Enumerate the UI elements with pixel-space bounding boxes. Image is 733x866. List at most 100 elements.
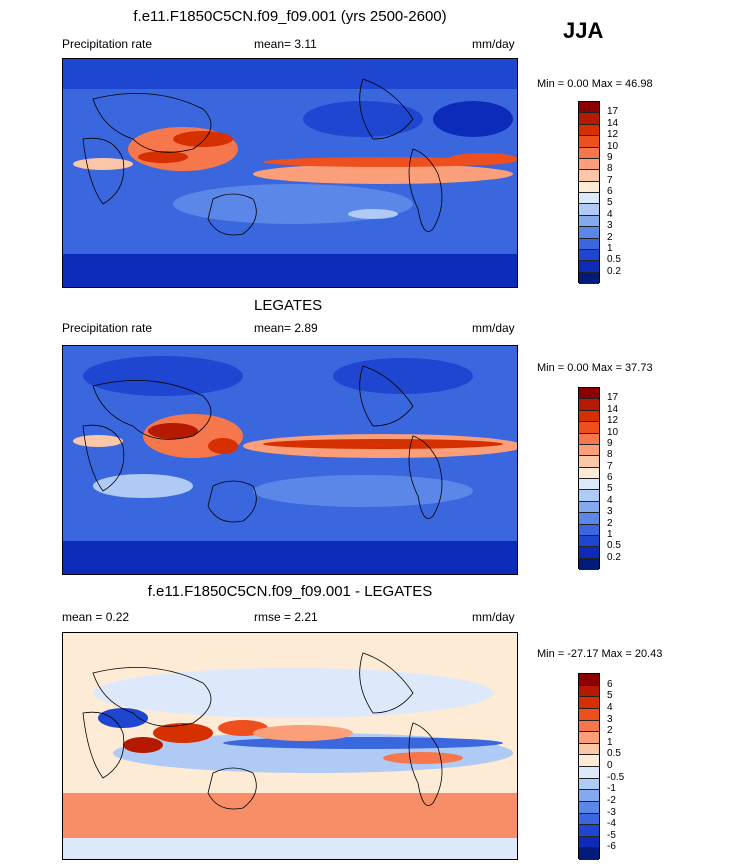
colorbar-segment xyxy=(579,825,599,837)
colorbar-segment xyxy=(579,790,599,802)
panel3-title: f.e11.F1850C5CN.f09_f09.001 - LEGATES xyxy=(147,583,433,600)
panel1-colorbar xyxy=(578,101,600,284)
colorbar-segment xyxy=(579,755,599,767)
colorbar-segment xyxy=(579,732,599,744)
colorbar-tick-label: 0.5 xyxy=(607,748,621,760)
colorbar-tick-label: 4 xyxy=(607,701,613,713)
colorbar-tick-label: -3 xyxy=(607,806,616,818)
colorbar-segment xyxy=(579,685,599,698)
colorbar-segment xyxy=(579,147,599,159)
colorbar-segment xyxy=(579,479,599,491)
colorbar-tick-label: 3 xyxy=(607,713,613,725)
panel2-map xyxy=(62,345,518,575)
panel2-units: mm/day xyxy=(472,321,515,335)
colorbar-segment xyxy=(579,124,599,137)
colorbar-segment xyxy=(579,547,599,559)
colorbar-segment xyxy=(579,238,599,250)
colorbar-tick-label: 5 xyxy=(607,690,613,702)
colorbar-segment xyxy=(579,399,599,411)
colorbar-tick-label: 5 xyxy=(607,197,613,209)
colorbar-segment xyxy=(579,102,599,114)
colorbar-tick-label: 0.2 xyxy=(607,265,621,277)
colorbar-segment xyxy=(579,720,599,733)
colorbar-segment xyxy=(579,193,599,205)
colorbar-segment xyxy=(579,433,599,445)
panel2-left-label: Precipitation rate xyxy=(62,321,153,335)
colorbar-segment xyxy=(579,674,599,686)
colorbar-segment xyxy=(579,743,599,756)
colorbar-segment xyxy=(579,697,599,709)
colorbar-tick-label: 6 xyxy=(607,678,613,690)
colorbar-tick-label: 9 xyxy=(607,151,613,163)
colorbar-tick-label: 3 xyxy=(607,506,613,518)
colorbar-tick-label: -5 xyxy=(607,829,616,841)
panel2-title: LEGATES xyxy=(254,297,323,314)
colorbar-segment xyxy=(579,249,599,262)
colorbar-segment xyxy=(579,158,599,171)
colorbar-tick-label: 0.2 xyxy=(607,551,621,563)
panel1-units: mm/day xyxy=(472,37,515,51)
colorbar-tick-label: 6 xyxy=(607,472,613,483)
colorbar-segment xyxy=(579,558,599,570)
colorbar-tick-label: 5 xyxy=(607,483,613,495)
colorbar-tick-label: 12 xyxy=(607,415,619,427)
colorbar-tick-label: 4 xyxy=(607,208,613,220)
colorbar-segment xyxy=(579,456,599,468)
colorbar-tick-label: 2 xyxy=(607,231,613,243)
colorbar-tick-label: 0 xyxy=(607,760,613,771)
panel3-units: mm/day xyxy=(472,610,515,624)
colorbar-tick-label: 2 xyxy=(607,517,613,529)
colorbar-segment xyxy=(579,778,599,791)
colorbar-segment xyxy=(579,848,599,860)
colorbar-segment xyxy=(579,490,599,502)
colorbar-tick-label: 8 xyxy=(607,163,613,175)
colorbar-tick-label: 12 xyxy=(607,129,619,141)
colorbar-segment xyxy=(579,836,599,849)
colorbar-tick-label: -4 xyxy=(607,818,616,830)
colorbar-tick-label: 0.5 xyxy=(607,540,621,552)
colorbar-tick-label: 10 xyxy=(607,426,619,438)
panel1-mean: mean= 3.11 xyxy=(254,37,317,51)
colorbar-segment xyxy=(579,767,599,779)
colorbar-tick-label: 14 xyxy=(607,403,619,415)
colorbar-segment xyxy=(579,535,599,548)
colorbar-tick-label: 17 xyxy=(607,106,619,118)
colorbar-segment xyxy=(579,813,599,826)
colorbar-segment xyxy=(579,422,599,434)
colorbar-tick-label: 0.5 xyxy=(607,254,621,266)
panel3-map xyxy=(62,632,518,860)
colorbar-segment xyxy=(579,227,599,239)
panel1-title: f.e11.F1850C5CN.f09_f09.001 (yrs 2500-26… xyxy=(133,8,447,25)
colorbar-tick-label: 1 xyxy=(607,528,613,540)
colorbar-tick-label: 7 xyxy=(607,174,613,186)
colorbar-tick-label: 2 xyxy=(607,725,613,737)
colorbar-segment xyxy=(579,501,599,514)
colorbar-segment xyxy=(579,215,599,228)
colorbar-segment xyxy=(579,410,599,423)
colorbar-tick-label: 17 xyxy=(607,392,619,404)
colorbar-tick-label: 4 xyxy=(607,494,613,506)
colorbar-tick-label: -0.5 xyxy=(607,771,625,783)
colorbar-segment xyxy=(579,261,599,273)
colorbar-tick-label: -2 xyxy=(607,794,616,806)
colorbar-tick-label: 3 xyxy=(607,220,613,232)
season-label: JJA xyxy=(563,18,604,43)
colorbar-tick-label: 14 xyxy=(607,117,619,129)
colorbar-tick-label: 9 xyxy=(607,437,613,449)
panel3-colorbar xyxy=(578,673,600,860)
colorbar-tick-label: 8 xyxy=(607,449,613,461)
colorbar-segment xyxy=(579,801,599,814)
panel2-minmax: Min = 0.00 Max = 37.73 xyxy=(537,362,653,374)
colorbar-segment xyxy=(579,513,599,525)
colorbar-tick-label: 1 xyxy=(607,242,613,254)
colorbar-tick-label: 10 xyxy=(607,140,619,152)
panel1-minmax: Min = 0.00 Max = 46.98 xyxy=(537,78,653,90)
colorbar-segment xyxy=(579,181,599,193)
colorbar-segment xyxy=(579,524,599,536)
colorbar-tick-label: 1 xyxy=(607,736,613,748)
colorbar-segment xyxy=(579,467,599,479)
colorbar-tick-label: -1 xyxy=(607,783,616,795)
colorbar-segment xyxy=(579,113,599,125)
colorbar-segment xyxy=(579,204,599,216)
colorbar-tick-label: 7 xyxy=(607,460,613,472)
